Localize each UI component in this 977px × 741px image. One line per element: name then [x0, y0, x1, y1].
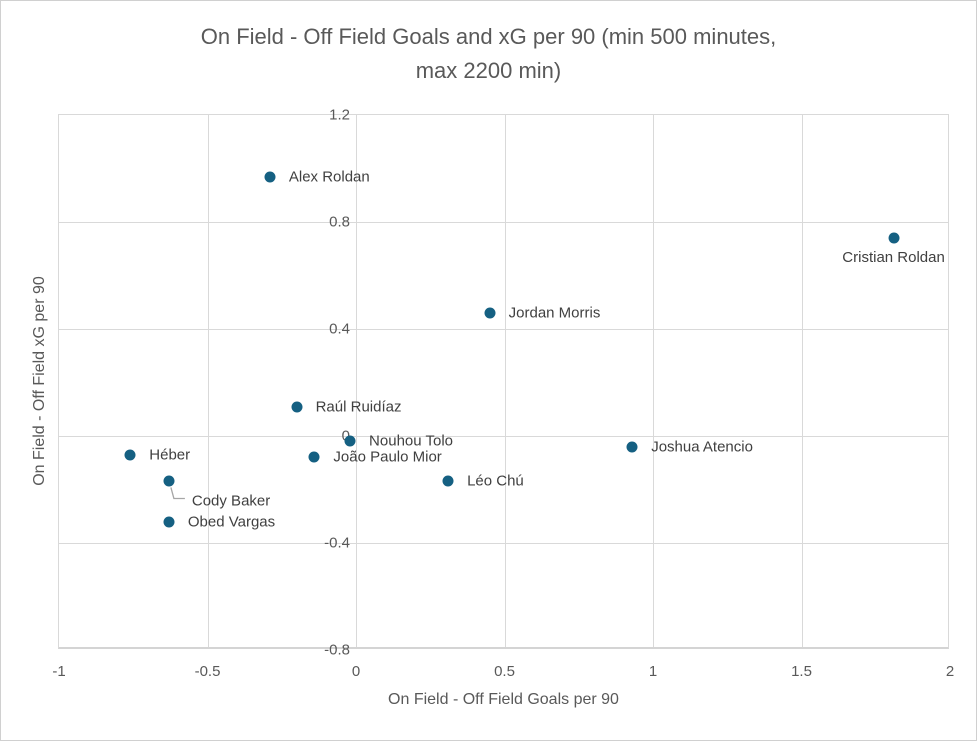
y-axis-tick-label: 0.8 [329, 213, 350, 231]
point-label: Jordan Morris [508, 304, 601, 322]
gridline-vertical [504, 115, 506, 647]
x-axis-tick-label: 1 [648, 663, 658, 680]
x-axis-tick-label: -1 [52, 663, 66, 680]
gridline-vertical [801, 115, 803, 647]
y-axis-tick-label: 0 [290, 428, 350, 445]
gridline-horizontal [59, 329, 948, 330]
chart-title-line-2: max 2200 min) [415, 58, 562, 83]
point-label: Cody Baker [191, 492, 271, 510]
y-axis-tick-label: 0.4 [329, 320, 350, 338]
scatter-point [308, 451, 320, 463]
point-label: Raúl Ruidíaz [315, 398, 402, 416]
y-axis-title: On Field - Off Field xG per 90 [31, 276, 48, 486]
plot-area: -1 -0.5 0 0.5 1 1.5 2 1.2 0.8 0.4 0 -0.4 -0.8 Alex Ro… [52, 107, 954, 681]
x-axis-title: On Field - Off Field Goals per 90 [388, 691, 619, 708]
scatter-point [888, 232, 900, 244]
point-label: Héber [149, 446, 191, 464]
x-axis-tick-label: 0 [351, 663, 361, 680]
point-label: João Paulo Mior [333, 448, 442, 466]
x-axis-tick-label: 2 [945, 663, 955, 680]
point-label: Obed Vargas [187, 513, 276, 531]
scatter-point [626, 441, 638, 453]
scatter-point [264, 171, 276, 183]
gridline-horizontal [59, 436, 948, 437]
y-axis-tick-label: 1.2 [329, 106, 350, 124]
y-axis-tick-label: -0.4 [324, 534, 350, 552]
chart-title-line-1: On Field - Off Field Goals and xG per 90… [200, 24, 777, 49]
scatter-point [124, 449, 136, 461]
point-label: Léo Chú [467, 472, 524, 490]
point-label: Nouhou Tolo [369, 432, 454, 450]
scatter-point [484, 307, 496, 319]
y-axis-tick-label: -0.8 [324, 641, 350, 659]
gridline-vertical [356, 115, 357, 647]
point-label: Cristian Roldan [842, 249, 945, 267]
gridline-vertical [653, 115, 654, 647]
gridline-horizontal [59, 222, 948, 223]
x-axis-tick-label: -0.5 [194, 663, 221, 680]
gridline-horizontal [59, 543, 948, 544]
scatter-point [163, 516, 175, 528]
label-leader-line [170, 487, 185, 500]
scatter-point [163, 475, 175, 487]
scatter-point [442, 475, 454, 487]
x-axis-tick-label: 0.5 [494, 663, 515, 680]
scatter-point [291, 401, 303, 413]
point-label: Alex Roldan [288, 168, 370, 186]
chart-title: On Field - Off Field Goals and xG per 90… [1, 20, 976, 88]
point-label: Joshua Atencio [651, 438, 753, 456]
scatter-point [344, 435, 356, 447]
gridline-vertical [207, 115, 209, 647]
x-axis-tick-label: 1.5 [791, 663, 812, 680]
